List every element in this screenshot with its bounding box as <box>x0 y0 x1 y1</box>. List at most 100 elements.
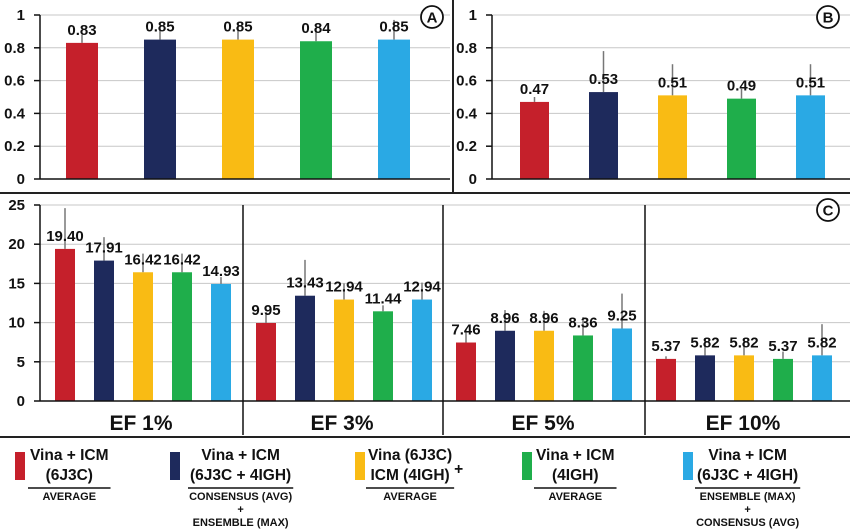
panel-label-circle-a <box>420 5 444 29</box>
data-label: 0.53 <box>589 71 618 88</box>
bar-c-1-4 <box>412 299 432 401</box>
panel-label-c: C <box>823 203 834 220</box>
category-label: EF 10% <box>706 412 781 435</box>
data-label: 5.82 <box>690 334 719 351</box>
y-tick-label-b: 0.2 <box>456 138 477 155</box>
y-tick-label-a: 1 <box>17 7 25 24</box>
bar-c-0-1 <box>94 260 114 401</box>
y-tick-label-a: 0.6 <box>4 73 25 90</box>
data-label: 0.51 <box>658 74 687 91</box>
bar-c-2-3 <box>573 335 593 401</box>
y-tick-label-b: 0.6 <box>456 73 477 90</box>
bar-a-0-0 <box>66 42 98 179</box>
panel-label-a: A <box>427 10 438 27</box>
bar-b-0-1 <box>589 92 618 179</box>
data-label: 0.83 <box>67 22 96 39</box>
data-label: 11.44 <box>365 290 402 307</box>
bar-c-3-2 <box>734 355 754 401</box>
bar-b-0-3 <box>727 98 756 179</box>
bar-b-0-0 <box>520 101 549 179</box>
legend-subtext-3: AVERAGE <box>548 491 602 503</box>
legend-text-3: Vina + ICM <box>536 447 615 464</box>
legend-swatch-0 <box>15 452 25 480</box>
bar-c-3-3 <box>773 358 793 401</box>
y-tick-label-c: 15 <box>8 275 25 292</box>
legend-subtext-1: ENSEMBLE (MAX) <box>193 517 289 529</box>
data-label: 9.95 <box>251 302 280 319</box>
bar-c-3-0 <box>656 358 676 401</box>
legend-subtext-1: + <box>237 504 243 516</box>
y-tick-label-b: 1 <box>469 7 477 24</box>
bar-c-1-3 <box>373 311 393 401</box>
legend-text-0: (6J3C) <box>46 467 93 484</box>
legend-swatch-4 <box>683 452 693 480</box>
legend-subtext-1: CONSENSUS (AVG) <box>189 491 292 503</box>
category-label: EF 3% <box>310 412 373 435</box>
bar-c-0-4 <box>211 283 231 401</box>
data-label: 16.42 <box>163 251 201 268</box>
data-label: 0.49 <box>727 78 756 95</box>
legend-subtext-0: AVERAGE <box>42 491 96 503</box>
data-label: 8.96 <box>490 310 519 327</box>
data-label: 19.40 <box>46 228 84 245</box>
bar-a-0-4 <box>378 39 410 179</box>
bar-c-0-3 <box>172 272 192 401</box>
data-label: 16.42 <box>124 251 162 268</box>
data-label: 5.82 <box>729 334 758 351</box>
data-label: 8.36 <box>568 314 597 331</box>
data-label: 5.37 <box>768 338 797 355</box>
y-tick-label-a: 0.8 <box>4 40 25 57</box>
bar-c-2-1 <box>495 330 515 401</box>
legend-text-4: Vina + ICM <box>708 447 787 464</box>
bar-c-2-0 <box>456 342 476 401</box>
legend-text-2: Vina (6J3C) <box>368 447 452 464</box>
bar-c-1-0 <box>256 322 276 401</box>
data-label: 8.96 <box>529 310 558 327</box>
legend-swatch-1 <box>170 452 180 480</box>
y-tick-label-b: 0.4 <box>456 105 478 122</box>
panel-label-b: B <box>823 10 834 27</box>
legend-text-2: ICM (4IGH) <box>370 467 449 484</box>
data-label: 13.43 <box>286 275 324 292</box>
data-label: 17.91 <box>85 240 123 257</box>
data-label: 5.82 <box>807 334 836 351</box>
data-label: 0.85 <box>379 19 408 36</box>
legend-subtext-4: + <box>744 504 750 516</box>
y-tick-label-c: 5 <box>17 354 25 371</box>
category-label: EF 5% <box>511 412 574 435</box>
y-tick-label-c: 0 <box>17 393 25 410</box>
legend-subtext-4: CONSENSUS (AVG) <box>696 517 799 529</box>
data-label: 12.94 <box>325 279 363 296</box>
y-tick-label-b: 0.8 <box>456 40 477 57</box>
y-tick-label-b: 0 <box>469 171 477 188</box>
bar-a-0-2 <box>222 39 254 179</box>
bar-c-0-0 <box>55 248 75 401</box>
legend-subtext-2: AVERAGE <box>383 491 437 503</box>
legend-text-3: (4IGH) <box>552 467 599 484</box>
bar-c-1-2 <box>334 299 354 401</box>
legend-text-0: Vina + ICM <box>30 447 109 464</box>
legend: Vina + ICM (6J3C) AVERAGE Vina + ICM (6J3C +… <box>15 447 801 529</box>
labels: 00.20.40.60.810.83 0.85 0.85 0.84 0.85A00.20… <box>4 5 840 435</box>
bar-c-1-1 <box>295 295 315 401</box>
bar-c-3-4 <box>812 355 832 401</box>
legend-subtext-4: ENSEMBLE (MAX) <box>700 491 796 503</box>
panel-label-circle-b <box>816 5 840 29</box>
legend-text-1: Vina + ICM <box>201 447 280 464</box>
y-tick-label-a: 0.2 <box>4 138 25 155</box>
bar-b-0-4 <box>796 95 825 179</box>
data-label: 0.85 <box>223 19 252 36</box>
data-label: 9.25 <box>607 307 636 324</box>
data-label: 0.51 <box>796 74 825 91</box>
bar-a-0-3 <box>300 41 332 179</box>
legend-text-4: (6J3C + 4IGH) <box>697 467 798 484</box>
data-label: 0.84 <box>301 20 331 37</box>
data-label: 0.85 <box>145 19 174 36</box>
bar-c-0-2 <box>133 272 153 401</box>
data-label: 0.47 <box>520 81 549 98</box>
bar-c-2-2 <box>534 330 554 401</box>
data-label: 14.93 <box>202 263 240 280</box>
legend-text-1: (6J3C + 4IGH) <box>190 467 291 484</box>
data-label: 12.94 <box>403 279 441 296</box>
